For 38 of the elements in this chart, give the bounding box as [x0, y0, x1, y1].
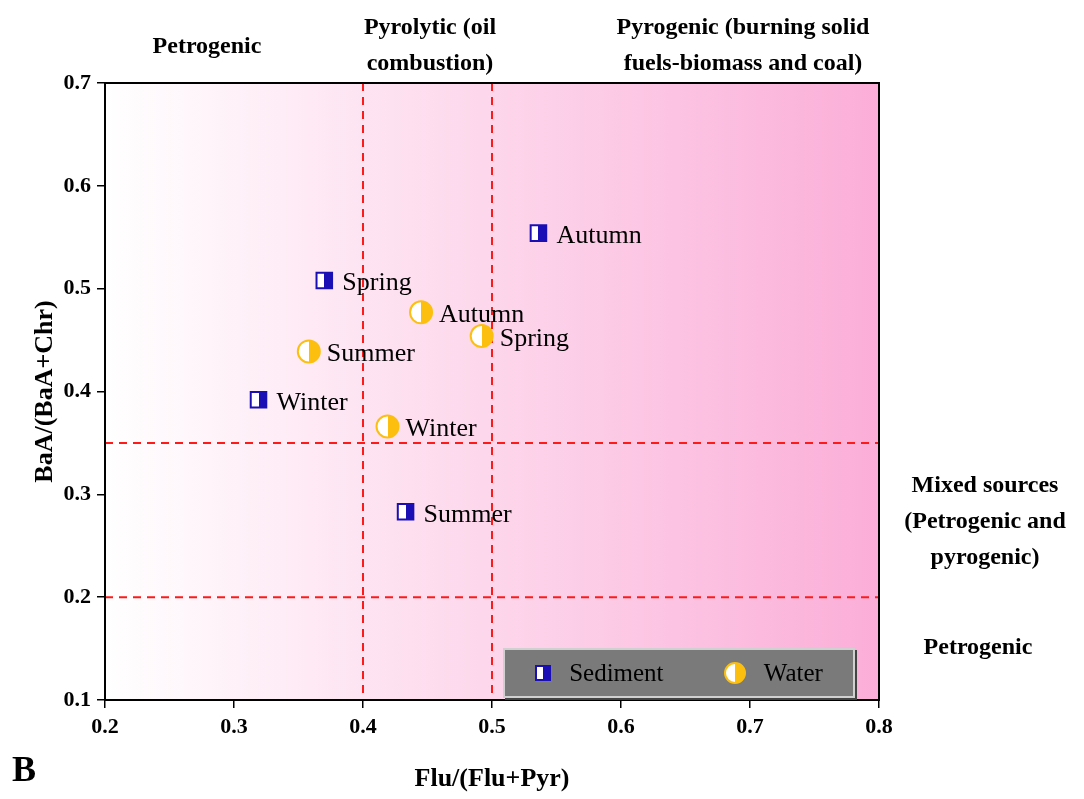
text: B [12, 749, 37, 790]
point [469, 323, 494, 348]
point [375, 414, 400, 439]
point [529, 224, 548, 242]
annotation: Winter [276, 386, 348, 416]
annotation: Autumn [556, 219, 642, 249]
point [396, 503, 415, 521]
text: Pyrogenic (burning solid fuels-biomass and coal) [616, 13, 871, 76]
point [249, 390, 268, 409]
x-tick-label: 0.5 [478, 712, 506, 738]
y-tick-label: 0.3 [63, 480, 91, 506]
text: Petrogenic [152, 32, 262, 59]
annotation: Spring [342, 267, 412, 297]
x-tick-label: 0.4 [349, 712, 377, 738]
annotation: Winter [405, 413, 477, 443]
legend-label: Sediment [569, 659, 664, 687]
point [409, 300, 434, 325]
y-tick-label: 0.2 [63, 582, 91, 608]
text: Petrogenic [923, 633, 1033, 660]
y-tick-label: 0.1 [63, 685, 91, 711]
x-axis-title: Flu/(Flu+Pyr) [414, 763, 570, 793]
x-tick-label: 0.8 [865, 712, 893, 738]
y-axis-title: BaA/(BaA+Chr) [29, 300, 59, 483]
text: Mixed sources (Petrogenic and pyrogenic) [904, 471, 1067, 570]
x-tick-label: 0.3 [220, 712, 248, 738]
x-tick-label: 0.7 [736, 712, 764, 738]
y-tick-label: 0.4 [63, 377, 91, 403]
annotation: Summer [326, 338, 416, 368]
y-tick-label: 0.7 [63, 68, 91, 94]
x-tick-label: 0.2 [91, 712, 119, 738]
point [315, 271, 334, 290]
x-tick-label: 0.6 [607, 712, 635, 738]
y-tick-label: 0.6 [63, 171, 91, 197]
text: Pyrolytic (oil combustion) [363, 13, 497, 76]
y-tick-label: 0.5 [63, 274, 91, 300]
point [296, 339, 321, 364]
annotation: Summer [423, 498, 513, 528]
legend-label: Water [763, 659, 823, 687]
